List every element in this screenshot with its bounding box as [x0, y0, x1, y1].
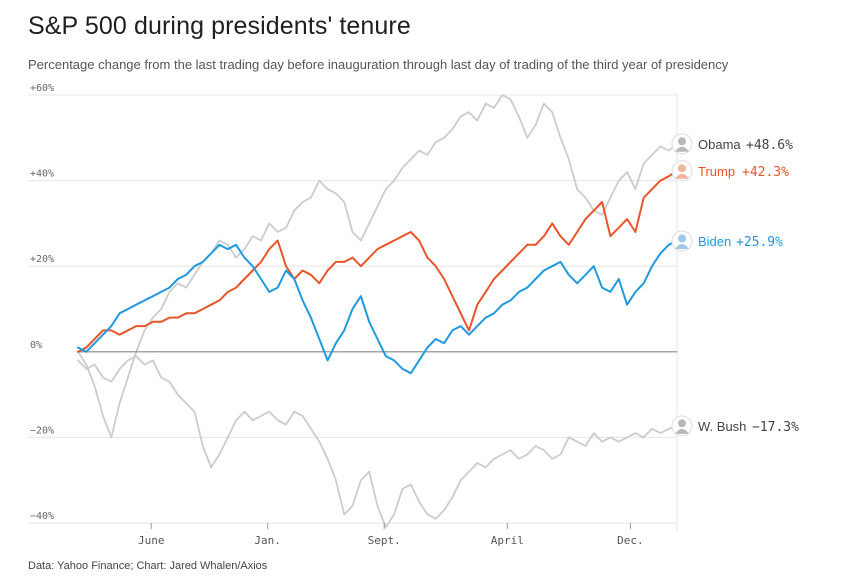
grid-layer — [28, 93, 678, 531]
series-value-label: +25.9% — [736, 235, 783, 250]
x-tick-label: Dec. — [617, 534, 644, 547]
avatar-obama — [671, 133, 693, 155]
x-tick-label: April — [491, 534, 524, 547]
x-tick-label: Jan. — [254, 534, 281, 547]
chart-subtitle: Percentage change from the last trading … — [28, 57, 729, 72]
source-note: Data: Yahoo Finance; Chart: Jared Whalen… — [28, 560, 268, 572]
series-line-obama — [77, 94, 678, 439]
series-value-label: +42.3% — [742, 165, 789, 180]
x-tick-label: June — [138, 534, 165, 547]
series-name-label: Obama — [698, 137, 741, 152]
series-name-label: Biden — [698, 234, 731, 249]
axis-tick-layer: +60% +40% +20% 0% −20% −40% June Jan. Sept. April… — [30, 83, 644, 547]
y-tick-label: −20% — [30, 425, 54, 436]
highlight-series-layer — [77, 169, 678, 375]
series-value-label: −17.3% — [752, 420, 799, 435]
y-tick-label: −40% — [30, 511, 54, 522]
end-label-layer: Obama +48.6% Trump +42.3% Biden +25.9% W. Bush… — [671, 133, 799, 437]
series-name-label: W. Bush — [698, 419, 746, 434]
series-name-label: Trump — [698, 164, 735, 179]
y-tick-label: +20% — [30, 254, 54, 265]
x-tick-label: Sept. — [368, 534, 401, 547]
y-tick-label: +60% — [30, 83, 54, 94]
y-tick-label: +40% — [30, 169, 54, 180]
gray-series-layer — [77, 94, 678, 529]
series-line-biden — [77, 239, 678, 375]
avatar-biden — [671, 230, 693, 252]
series-line-w-bush — [77, 355, 678, 529]
series-line-trump — [77, 169, 678, 353]
avatar-trump — [671, 160, 693, 182]
avatar-w-bush — [671, 415, 693, 437]
chart-title: S&P 500 during presidents' tenure — [28, 12, 411, 40]
series-value-label: +48.6% — [746, 138, 793, 153]
y-tick-label: 0% — [30, 340, 42, 351]
